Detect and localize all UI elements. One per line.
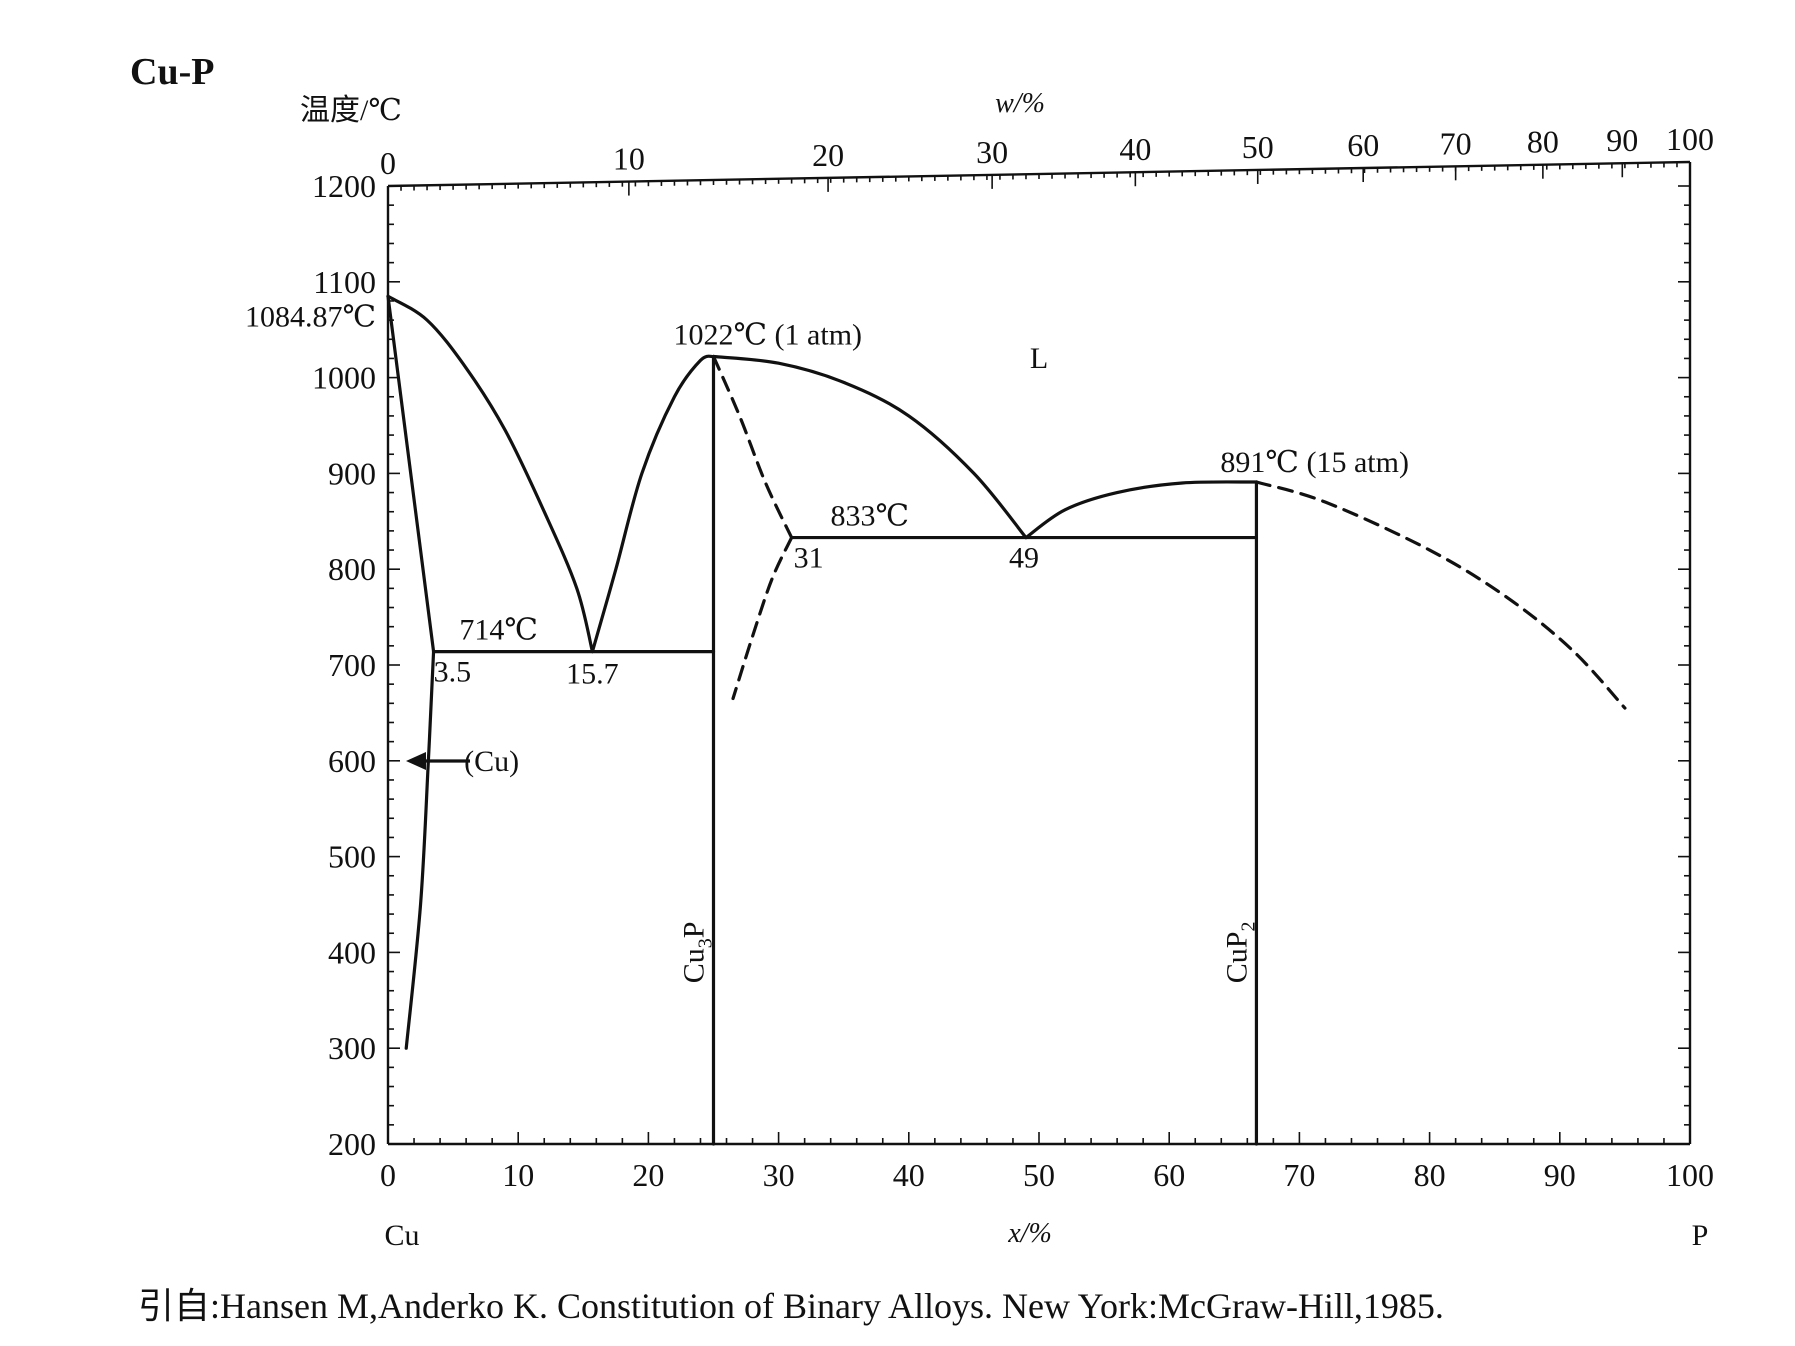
top-tick-label: 90 xyxy=(1606,122,1638,158)
liquidus-cup2-left xyxy=(1024,480,1259,540)
cu-phase-arrow xyxy=(406,752,470,770)
annotation-label: 891℃ (15 atm) xyxy=(1220,446,1409,479)
x-tick-label: 0 xyxy=(380,1157,396,1193)
cu3p-label: Cu3P xyxy=(678,922,717,984)
top-tick-label: 80 xyxy=(1527,124,1559,160)
annotation-label: 1084.87℃ xyxy=(245,300,376,333)
y-tick-label: 900 xyxy=(328,455,376,491)
y-tick-label: 800 xyxy=(328,551,376,587)
top-tick-label: 50 xyxy=(1242,129,1274,165)
phase-boundaries xyxy=(386,294,1627,1146)
top-tick-label: 100 xyxy=(1666,121,1714,157)
solidus-cu xyxy=(386,294,436,654)
x-tick-label: 30 xyxy=(763,1157,795,1193)
y-tick-label: 400 xyxy=(328,934,376,970)
y-tick-label: 1200 xyxy=(312,168,376,204)
top-tick-label: 70 xyxy=(1440,125,1472,161)
x-tick-label: 40 xyxy=(893,1157,925,1193)
top-tick-label: 0 xyxy=(380,145,396,181)
y-axis-label: 温度/℃ xyxy=(300,94,402,127)
y-tick-label: 700 xyxy=(328,647,376,683)
x-tick-label: 90 xyxy=(1544,1157,1576,1193)
y-tick-label: 1100 xyxy=(313,264,376,300)
top-tick-label: 40 xyxy=(1119,131,1151,167)
x-tick-label: 50 xyxy=(1023,1157,1055,1193)
annotation-label: 1022℃ (1 atm) xyxy=(674,319,863,352)
annotation-label: L xyxy=(1030,342,1048,375)
x-tick-label: 80 xyxy=(1414,1157,1446,1193)
liquidus-cu-side xyxy=(386,294,595,654)
top-axis-label: w/% xyxy=(995,88,1045,119)
annotation-label: (Cu) xyxy=(464,745,519,778)
x-axis-label: x/% xyxy=(1007,1218,1052,1249)
annotation-label: 714℃ xyxy=(459,614,538,647)
y-tick-label: 300 xyxy=(328,1030,376,1066)
x-tick-label: 60 xyxy=(1153,1157,1185,1193)
y-tick-label: 200 xyxy=(328,1126,376,1162)
annotation-label: 3.5 xyxy=(434,656,472,689)
annotation-label: 833℃ xyxy=(830,500,909,533)
liquidus-cu3p-right xyxy=(711,354,1028,540)
y-tick-label: 500 xyxy=(328,839,376,875)
dashed-cu3p-solvus xyxy=(711,354,794,540)
top-tick-label: 10 xyxy=(613,141,645,177)
top-tick-label: 60 xyxy=(1347,127,1379,163)
left-element-label: Cu xyxy=(384,1219,419,1252)
x-tick-label: 20 xyxy=(632,1157,664,1193)
source-citation: 引自:Hansen M,Anderko K. Constitution of B… xyxy=(138,1286,1444,1326)
solvus-cu xyxy=(404,649,436,1050)
x-tick-label: 10 xyxy=(502,1157,534,1193)
x-tick-label: 70 xyxy=(1283,1157,1315,1193)
top-tick-label: 20 xyxy=(812,137,844,173)
y-tick-label: 600 xyxy=(328,743,376,779)
liquidus-cu3p-left xyxy=(590,354,716,654)
annotation-label: 49 xyxy=(1009,542,1039,575)
dashed-liquidus-p xyxy=(1254,480,1627,710)
dashed-31-down xyxy=(731,535,794,701)
chart-title: Cu-P xyxy=(130,51,214,93)
cup2-label: CuP2 xyxy=(1220,922,1259,984)
annotation-label: 31 xyxy=(794,542,824,575)
top-tick-label: 30 xyxy=(976,134,1008,170)
x-tick-label: 100 xyxy=(1666,1157,1714,1193)
annotation-label: 15.7 xyxy=(566,658,619,691)
y-tick-label: 1000 xyxy=(312,360,376,396)
right-element-label: P xyxy=(1692,1219,1709,1252)
